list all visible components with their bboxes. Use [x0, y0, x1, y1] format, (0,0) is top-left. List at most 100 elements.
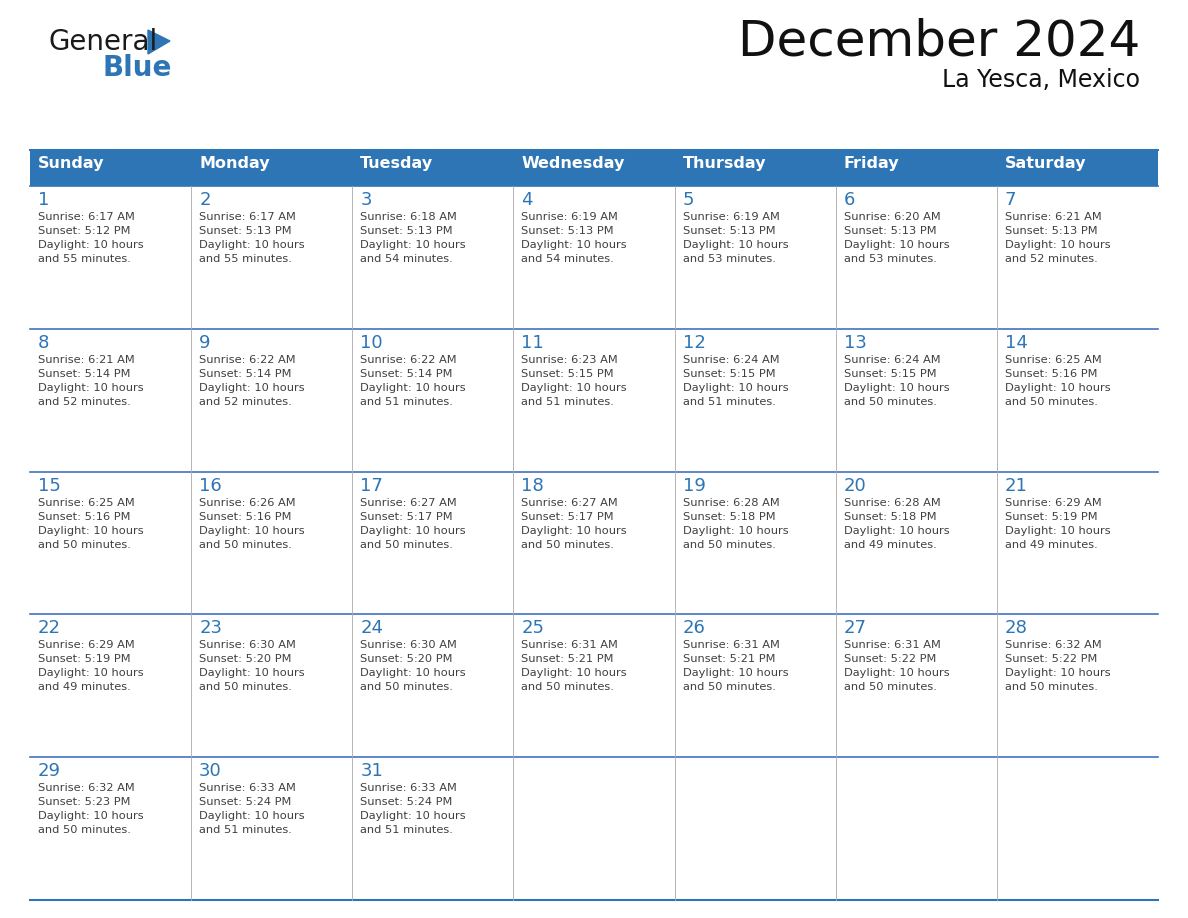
Bar: [353, 150, 513, 186]
Text: Sunrise: 6:28 AM: Sunrise: 6:28 AM: [843, 498, 941, 508]
Text: and 55 minutes.: and 55 minutes.: [38, 254, 131, 264]
Bar: [835, 150, 997, 186]
Text: and 52 minutes.: and 52 minutes.: [200, 397, 292, 407]
Text: Sunset: 5:13 PM: Sunset: 5:13 PM: [1005, 226, 1098, 236]
Text: and 51 minutes.: and 51 minutes.: [360, 825, 453, 835]
Text: Sunrise: 6:18 AM: Sunrise: 6:18 AM: [360, 212, 457, 222]
Text: Daylight: 10 hours: Daylight: 10 hours: [843, 526, 949, 535]
Bar: [30, 150, 191, 186]
Text: Sunset: 5:15 PM: Sunset: 5:15 PM: [522, 369, 614, 379]
Bar: [30, 757, 191, 900]
Text: Daylight: 10 hours: Daylight: 10 hours: [38, 240, 144, 250]
Text: Sunrise: 6:28 AM: Sunrise: 6:28 AM: [683, 498, 779, 508]
Text: Sunrise: 6:21 AM: Sunrise: 6:21 AM: [1005, 212, 1101, 222]
Text: Tuesday: Tuesday: [360, 156, 434, 171]
Bar: [675, 472, 835, 614]
Text: 25: 25: [522, 620, 544, 637]
Text: Daylight: 10 hours: Daylight: 10 hours: [1005, 383, 1111, 393]
Text: and 51 minutes.: and 51 minutes.: [360, 397, 453, 407]
Bar: [513, 614, 675, 757]
Text: and 49 minutes.: and 49 minutes.: [843, 540, 936, 550]
Text: 24: 24: [360, 620, 384, 637]
Text: Sunset: 5:18 PM: Sunset: 5:18 PM: [683, 511, 776, 521]
Text: 13: 13: [843, 334, 866, 352]
Text: Sunset: 5:14 PM: Sunset: 5:14 PM: [38, 369, 131, 379]
Text: 1: 1: [38, 191, 50, 209]
Text: and 53 minutes.: and 53 minutes.: [683, 254, 776, 264]
Text: and 49 minutes.: and 49 minutes.: [38, 682, 131, 692]
Text: Sunrise: 6:24 AM: Sunrise: 6:24 AM: [683, 354, 779, 364]
Text: Daylight: 10 hours: Daylight: 10 hours: [200, 526, 305, 535]
Text: Sunset: 5:24 PM: Sunset: 5:24 PM: [360, 797, 453, 807]
Text: Daylight: 10 hours: Daylight: 10 hours: [38, 668, 144, 678]
Text: 12: 12: [683, 334, 706, 352]
Bar: [191, 472, 353, 614]
Text: and 49 minutes.: and 49 minutes.: [1005, 540, 1098, 550]
Polygon shape: [148, 30, 170, 54]
Text: Sunset: 5:23 PM: Sunset: 5:23 PM: [38, 797, 131, 807]
Text: Daylight: 10 hours: Daylight: 10 hours: [360, 668, 466, 678]
Text: and 50 minutes.: and 50 minutes.: [1005, 397, 1098, 407]
Text: and 54 minutes.: and 54 minutes.: [522, 254, 614, 264]
Text: and 50 minutes.: and 50 minutes.: [38, 540, 131, 550]
Text: Monday: Monday: [200, 156, 270, 171]
Bar: [191, 329, 353, 472]
Bar: [675, 150, 835, 186]
Text: and 54 minutes.: and 54 minutes.: [360, 254, 453, 264]
Text: 3: 3: [360, 191, 372, 209]
Bar: [997, 614, 1158, 757]
Text: Sunrise: 6:24 AM: Sunrise: 6:24 AM: [843, 354, 941, 364]
Text: 17: 17: [360, 476, 384, 495]
Text: Daylight: 10 hours: Daylight: 10 hours: [843, 240, 949, 250]
Text: 21: 21: [1005, 476, 1028, 495]
Bar: [997, 186, 1158, 329]
Bar: [353, 614, 513, 757]
Text: Sunset: 5:14 PM: Sunset: 5:14 PM: [360, 369, 453, 379]
Text: Sunset: 5:16 PM: Sunset: 5:16 PM: [1005, 369, 1098, 379]
Text: and 51 minutes.: and 51 minutes.: [522, 397, 614, 407]
Text: Blue: Blue: [103, 54, 172, 82]
Text: Sunrise: 6:32 AM: Sunrise: 6:32 AM: [1005, 641, 1101, 650]
Text: Daylight: 10 hours: Daylight: 10 hours: [522, 240, 627, 250]
Text: Sunrise: 6:25 AM: Sunrise: 6:25 AM: [38, 498, 134, 508]
Text: 2: 2: [200, 191, 210, 209]
Bar: [513, 150, 675, 186]
Text: Sunrise: 6:31 AM: Sunrise: 6:31 AM: [683, 641, 779, 650]
Text: and 53 minutes.: and 53 minutes.: [843, 254, 936, 264]
Bar: [191, 150, 353, 186]
Text: Sunset: 5:13 PM: Sunset: 5:13 PM: [360, 226, 453, 236]
Bar: [191, 757, 353, 900]
Text: 8: 8: [38, 334, 50, 352]
Text: and 50 minutes.: and 50 minutes.: [360, 540, 453, 550]
Text: Sunrise: 6:19 AM: Sunrise: 6:19 AM: [683, 212, 779, 222]
Bar: [513, 329, 675, 472]
Text: Sunset: 5:24 PM: Sunset: 5:24 PM: [200, 797, 291, 807]
Bar: [191, 186, 353, 329]
Text: Wednesday: Wednesday: [522, 156, 625, 171]
Text: Sunrise: 6:25 AM: Sunrise: 6:25 AM: [1005, 354, 1101, 364]
Text: Sunrise: 6:27 AM: Sunrise: 6:27 AM: [522, 498, 618, 508]
Text: and 50 minutes.: and 50 minutes.: [38, 825, 131, 835]
Bar: [513, 757, 675, 900]
Text: Sunrise: 6:19 AM: Sunrise: 6:19 AM: [522, 212, 618, 222]
Text: 27: 27: [843, 620, 867, 637]
Text: Sunset: 5:19 PM: Sunset: 5:19 PM: [38, 655, 131, 665]
Bar: [675, 329, 835, 472]
Text: Daylight: 10 hours: Daylight: 10 hours: [683, 383, 788, 393]
Text: Sunset: 5:16 PM: Sunset: 5:16 PM: [200, 511, 291, 521]
Text: La Yesca, Mexico: La Yesca, Mexico: [942, 68, 1140, 92]
Bar: [997, 472, 1158, 614]
Text: Sunset: 5:12 PM: Sunset: 5:12 PM: [38, 226, 131, 236]
Text: Daylight: 10 hours: Daylight: 10 hours: [1005, 240, 1111, 250]
Text: and 50 minutes.: and 50 minutes.: [683, 540, 776, 550]
Bar: [835, 186, 997, 329]
Text: and 50 minutes.: and 50 minutes.: [1005, 682, 1098, 692]
Text: Daylight: 10 hours: Daylight: 10 hours: [683, 526, 788, 535]
Text: Sunset: 5:14 PM: Sunset: 5:14 PM: [200, 369, 291, 379]
Text: and 51 minutes.: and 51 minutes.: [200, 825, 292, 835]
Text: Daylight: 10 hours: Daylight: 10 hours: [683, 668, 788, 678]
Text: Daylight: 10 hours: Daylight: 10 hours: [683, 240, 788, 250]
Text: Daylight: 10 hours: Daylight: 10 hours: [522, 668, 627, 678]
Text: Sunset: 5:13 PM: Sunset: 5:13 PM: [843, 226, 936, 236]
Text: Sunset: 5:22 PM: Sunset: 5:22 PM: [843, 655, 936, 665]
